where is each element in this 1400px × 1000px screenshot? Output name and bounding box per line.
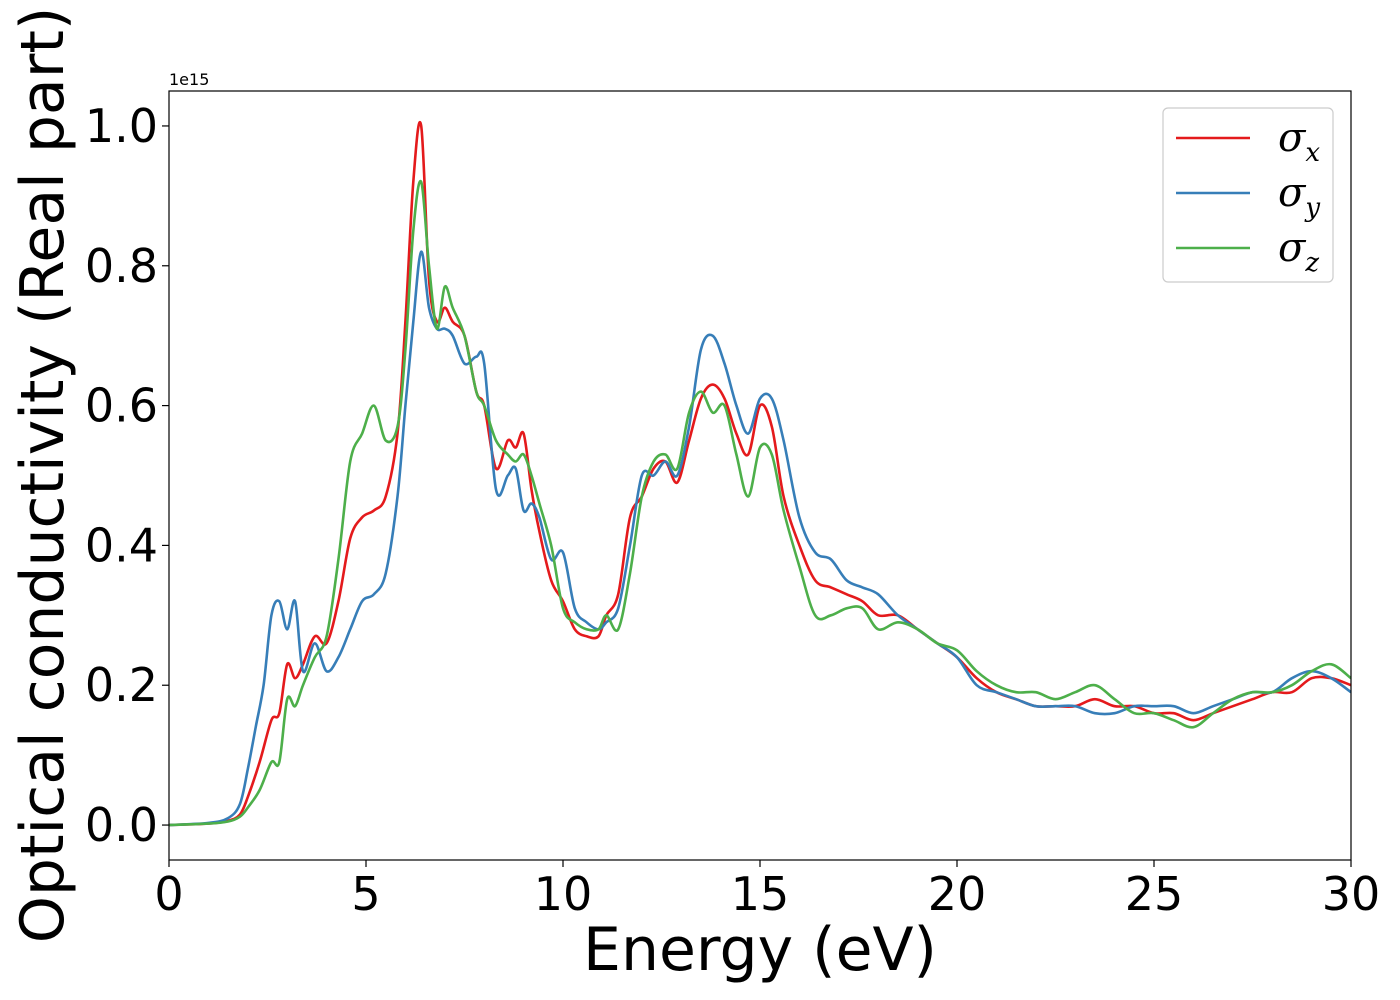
- x-tick-label: 10: [534, 867, 593, 921]
- x-tick-label: 5: [351, 867, 380, 921]
- y-tick-label: 0.0: [85, 798, 158, 852]
- legend-label-x: σx: [1278, 115, 1320, 168]
- y-tick-label: 0.6: [85, 379, 158, 433]
- y-axis-offset-label: 1e15: [169, 70, 209, 89]
- y-tick-label: 0.2: [85, 658, 158, 712]
- legend-label-y: σy: [1278, 170, 1320, 223]
- x-axis-ticks: 0 5 10 15 20 25 30: [154, 860, 1380, 921]
- series-lines: [169, 121, 1351, 827]
- legend-subscript: y: [1304, 193, 1320, 223]
- x-tick-label: 20: [928, 867, 987, 921]
- y-tick-label: 0.8: [85, 239, 158, 293]
- legend-symbol: σ: [1278, 225, 1307, 271]
- y-axis-ticks: 0.0 0.2 0.4 0.6 0.8 1.0: [85, 99, 169, 852]
- y-tick-label: 1.0: [85, 99, 158, 153]
- y-axis-label: Optical conductivity (Real part): [8, 7, 78, 944]
- x-tick-label: 0: [154, 867, 183, 921]
- series-line-y: [169, 250, 1351, 827]
- legend-subscript: z: [1304, 248, 1319, 278]
- legend-subscript: x: [1305, 138, 1320, 168]
- x-tick-label: 25: [1125, 867, 1184, 921]
- legend-symbol: σ: [1278, 115, 1307, 161]
- y-tick-label: 0.4: [85, 518, 158, 572]
- x-tick-label: 15: [731, 867, 790, 921]
- legend-symbol: σ: [1278, 170, 1307, 216]
- series-line-z: [169, 179, 1351, 827]
- x-axis-label: Energy (eV): [583, 915, 937, 985]
- legend-label-z: σz: [1278, 225, 1319, 278]
- legend-box: [1162, 107, 1334, 283]
- x-tick-label: 30: [1322, 867, 1381, 921]
